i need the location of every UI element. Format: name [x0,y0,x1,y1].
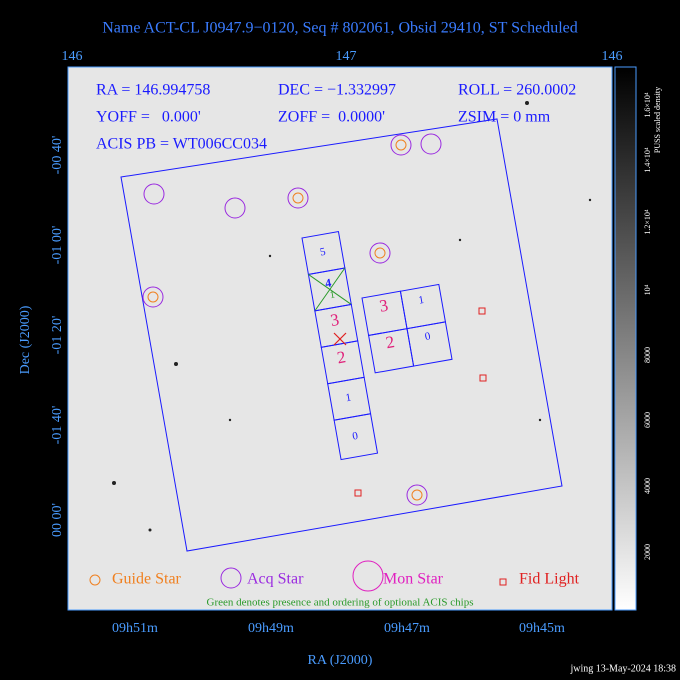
top-tick: 146 [62,49,83,64]
colorbar-tick: 1.6×10⁴ [643,92,652,118]
colorbar-tick: 2000 [643,544,652,560]
info: YOFF = 0.000' [96,109,201,126]
fid-lights [354,307,487,497]
legend-symbol [220,567,242,589]
x-tick: 09h47m [384,621,430,636]
colorbar-tick: 6000 [643,412,652,428]
chip-label: 2 [384,332,396,352]
chip [333,413,379,461]
chip-label: 2 [335,347,347,367]
top-tick: 146 [602,49,623,64]
x-axis-label: RA (J2000) [308,653,373,668]
optional-mark [314,267,346,312]
guide-stars [147,139,423,501]
chip-label: 0 [351,430,359,443]
y-axis-label: Dec (J2000) [18,305,33,374]
info: RA = 146.994758 [96,82,210,99]
acq-stars [142,133,442,506]
colorbar-tick: 1.4×10⁴ [643,147,652,173]
colorbar-tick: 4000 [643,478,652,494]
chip-label: 5 [319,246,327,259]
y-tick: -00 40' [50,136,65,175]
s-array: 3 1 2 0 [361,283,453,374]
field-stars [112,101,592,532]
chip [406,321,453,367]
legend-symbol [499,578,507,586]
y-tick: -01 20' [50,316,65,355]
aimpoint [333,332,347,346]
legend-label: Guide Star [112,571,182,588]
info: DEC = −1.332997 [278,82,396,99]
x-tick: 09h51m [112,621,158,636]
y-tick: -01 00' [50,226,65,265]
info: ZOFF = 0.0000' [278,109,385,126]
colorbar [614,66,637,611]
legend-symbol [352,560,384,592]
legend-label: Mon Star [383,571,444,588]
colorbar-tick: 8000 [643,347,652,363]
x-tick: 09h49m [248,621,294,636]
legend-label: Acq Star [247,571,304,588]
optional-chip-label: 1 [329,290,336,302]
colorbar-tick: 1.2×10⁴ [643,209,652,235]
info: ROLL = 260.0002 [458,82,576,99]
title: Name ACT-CL J0947.9−0120, Seq # 802061, … [102,20,578,37]
legend-symbol [89,574,101,586]
i-array: 5 4 1 3 2 1 0 [301,230,379,461]
field-of-view [120,118,563,552]
x-tick: 09h45m [519,621,565,636]
colorbar-label: PUSS scaled density [653,87,662,153]
chip-label: 3 [378,296,390,316]
y-tick: 00 00' [50,503,65,537]
legend-label: Fid Light [519,571,580,588]
note: Green denotes presence and ordering of o… [207,597,474,609]
footer: jwing 13-May-2024 18:38 [569,663,676,674]
colorbar-ticks: 1.6×10⁴ 1.4×10⁴ 1.2×10⁴ 10⁴ 8000 6000 40… [643,87,662,560]
chip-label: 4 [324,275,332,290]
info: ACIS PB = WT006CC034 [96,136,267,153]
chip-label: 1 [345,392,353,405]
y-tick: -01 40' [50,406,65,445]
top-tick: 147 [336,49,357,64]
chip-label: 1 [418,294,426,307]
chip-label: 0 [424,330,432,343]
colorbar-tick: 10⁴ [643,284,652,295]
chip-label: 3 [329,310,341,330]
